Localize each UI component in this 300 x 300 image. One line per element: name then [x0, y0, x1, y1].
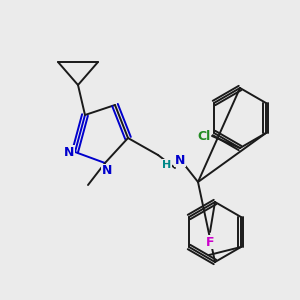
Text: N: N: [175, 154, 185, 166]
Text: N: N: [64, 146, 74, 158]
Text: N: N: [102, 164, 112, 178]
Text: Cl: Cl: [197, 130, 211, 142]
Text: H: H: [162, 160, 172, 170]
Text: F: F: [206, 236, 214, 248]
